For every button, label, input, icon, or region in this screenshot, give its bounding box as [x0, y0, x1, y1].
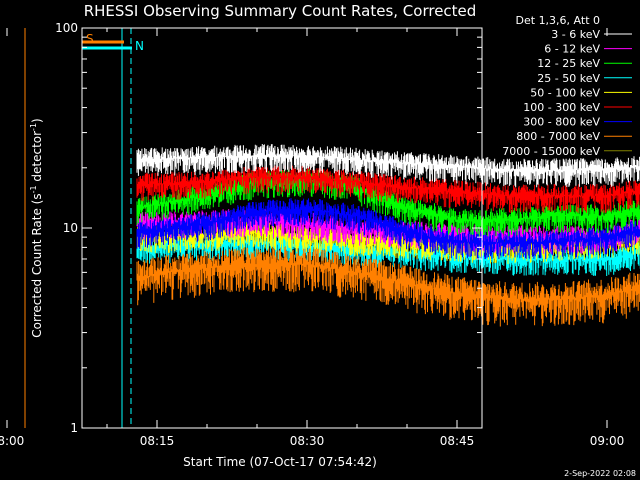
y-axis-label: Corrected Count Rate (s-1 detector-1) [29, 118, 44, 337]
legend-label: 25 - 50 keV [537, 72, 600, 85]
y-axis-label-part: ) [30, 118, 44, 123]
y-tick-label: 1 [70, 421, 78, 435]
x-tick-label: 09:00 [590, 434, 625, 448]
y-axis-label-part: -1 [29, 123, 38, 131]
legend-label: 100 - 300 keV [523, 101, 600, 114]
series-trace [136, 165, 640, 213]
y-axis-label-part: detector [30, 131, 44, 186]
x-tick-label: 08:30 [290, 434, 325, 448]
x-tick-label: 08:00 [0, 434, 24, 448]
legend-label: 12 - 25 keV [537, 57, 600, 70]
y-tick-label: 100 [55, 21, 78, 35]
x-tick-label: 08:15 [140, 434, 175, 448]
legend-label: 7000 - 15000 keV [502, 145, 600, 158]
x-tick-label: 08:45 [440, 434, 475, 448]
legend-label: 3 - 6 keV [551, 28, 600, 41]
timestamp: 2-Sep-2022 02:08 [564, 469, 636, 478]
legend-label: 800 - 7000 keV [516, 130, 600, 143]
series-trace [136, 230, 640, 276]
x-axis-label: Start Time (07-Oct-17 07:54:42) [183, 455, 377, 469]
axis-ticks: 11010008:0008:1508:3008:4509:0009:1509:3… [0, 21, 625, 448]
y-axis-label-part: -1 [29, 185, 38, 193]
y-tick-label: 10 [63, 221, 78, 235]
legend-title: Det 1,3,6, Att 0 [516, 14, 600, 27]
flag-label: S [86, 32, 94, 46]
flag-label: N [135, 39, 144, 53]
chart-title: RHESSI Observing Summary Count Rates, Co… [84, 2, 477, 20]
series-trace [136, 144, 640, 188]
series-trace [136, 246, 640, 327]
y-axis-label-part: Corrected Count Rate (s [30, 193, 44, 337]
legend-label: 6 - 12 keV [544, 43, 600, 56]
legend-label: 50 - 100 keV [530, 86, 600, 99]
series-trace [136, 198, 640, 260]
legend-label: 300 - 800 keV [523, 116, 600, 129]
